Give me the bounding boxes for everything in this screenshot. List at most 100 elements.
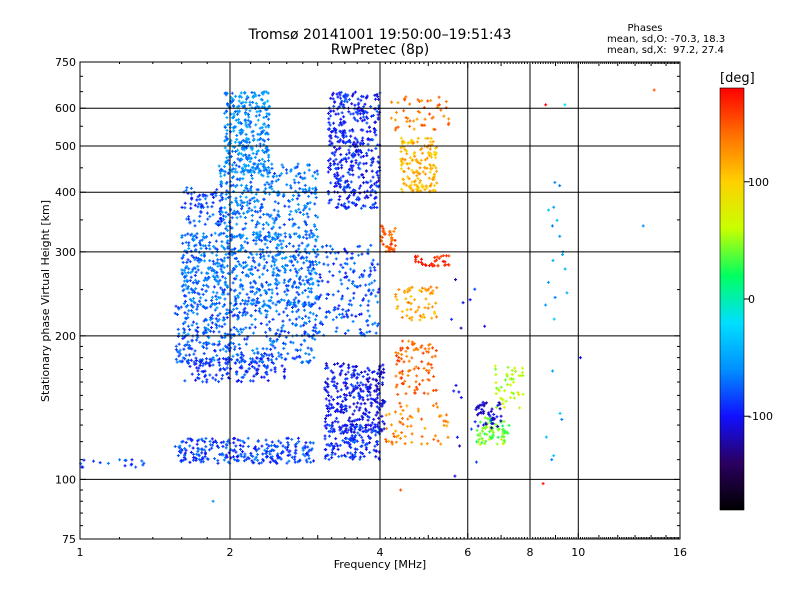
data-point <box>263 351 267 355</box>
data-point <box>233 288 237 292</box>
data-point <box>231 449 235 453</box>
data-point <box>253 93 257 97</box>
data-point <box>222 303 226 307</box>
data-point <box>220 325 224 329</box>
data-point <box>196 205 200 209</box>
data-point <box>271 236 275 240</box>
data-point <box>251 95 255 99</box>
data-point <box>274 234 278 238</box>
data-point <box>275 266 279 270</box>
data-point <box>217 342 221 346</box>
data-point <box>249 290 253 294</box>
data-point <box>241 439 245 443</box>
data-point <box>261 452 265 456</box>
data-point <box>313 337 317 341</box>
data-point <box>273 263 277 267</box>
data-point <box>257 364 261 368</box>
data-point <box>197 453 201 457</box>
data-point <box>239 170 243 174</box>
stats-o-line: mean, sd,O: -70.3, 18.3 <box>607 34 725 45</box>
data-point <box>261 122 265 126</box>
data-point <box>216 314 220 318</box>
data-point <box>314 238 318 242</box>
data-point <box>309 460 313 464</box>
data-point <box>256 220 260 224</box>
data-point <box>191 452 195 456</box>
data-point <box>204 246 208 250</box>
data-point <box>247 153 251 157</box>
data-point <box>293 304 297 308</box>
data-point <box>335 184 339 188</box>
data-point <box>240 375 244 379</box>
data-point <box>242 189 246 193</box>
data-point <box>191 235 195 239</box>
data-point <box>293 181 297 185</box>
data-point <box>291 244 295 248</box>
data-point <box>201 193 205 197</box>
data-point <box>230 200 234 204</box>
data-point <box>240 201 244 205</box>
data-point <box>298 187 302 191</box>
data-point <box>192 352 196 356</box>
data-point <box>195 307 199 311</box>
data-point <box>308 235 312 239</box>
data-point <box>251 360 255 364</box>
data-point <box>262 129 266 133</box>
data-point <box>359 184 363 188</box>
data-point <box>297 268 301 272</box>
data-point <box>205 278 209 282</box>
data-point <box>186 287 190 291</box>
data-point <box>365 121 369 125</box>
data-point <box>204 317 208 321</box>
data-point <box>290 217 294 221</box>
data-point <box>286 352 290 356</box>
data-point <box>262 197 266 201</box>
data-point <box>223 206 227 210</box>
data-point <box>299 324 303 328</box>
data-point <box>310 260 314 264</box>
data-point <box>283 329 287 333</box>
data-point <box>239 364 243 368</box>
data-point <box>281 319 285 323</box>
data-point <box>236 295 240 299</box>
data-point <box>270 162 274 166</box>
data-point <box>230 310 234 314</box>
data-point <box>203 276 207 280</box>
data-point <box>340 123 344 127</box>
data-point <box>220 219 224 223</box>
data-point <box>225 180 229 184</box>
data-point <box>261 459 265 463</box>
data-point <box>196 264 200 268</box>
data-point <box>210 295 214 299</box>
data-point <box>244 153 248 157</box>
data-point <box>191 267 195 271</box>
data-point <box>244 265 248 269</box>
data-point <box>208 439 212 443</box>
data-point <box>269 347 273 351</box>
data-point <box>306 346 310 350</box>
data-point <box>281 323 285 327</box>
data-point <box>271 273 275 277</box>
data-point <box>277 354 281 358</box>
data-point <box>268 240 272 244</box>
data-point <box>261 304 265 308</box>
data-point <box>222 367 226 371</box>
data-point <box>284 168 288 172</box>
data-point <box>254 225 258 229</box>
data-point <box>190 269 194 273</box>
data-point <box>250 252 254 256</box>
data-point <box>273 260 277 264</box>
data-point <box>237 165 241 169</box>
data-point <box>335 92 339 96</box>
data-point <box>196 449 200 453</box>
data-point <box>251 379 255 383</box>
data-point <box>327 117 331 121</box>
data-point <box>294 209 298 213</box>
data-point <box>262 254 266 258</box>
data-point <box>226 246 230 250</box>
data-point <box>215 247 219 251</box>
data-point <box>179 305 183 309</box>
data-point <box>311 336 315 340</box>
data-point <box>247 123 251 127</box>
data-point <box>203 326 207 330</box>
